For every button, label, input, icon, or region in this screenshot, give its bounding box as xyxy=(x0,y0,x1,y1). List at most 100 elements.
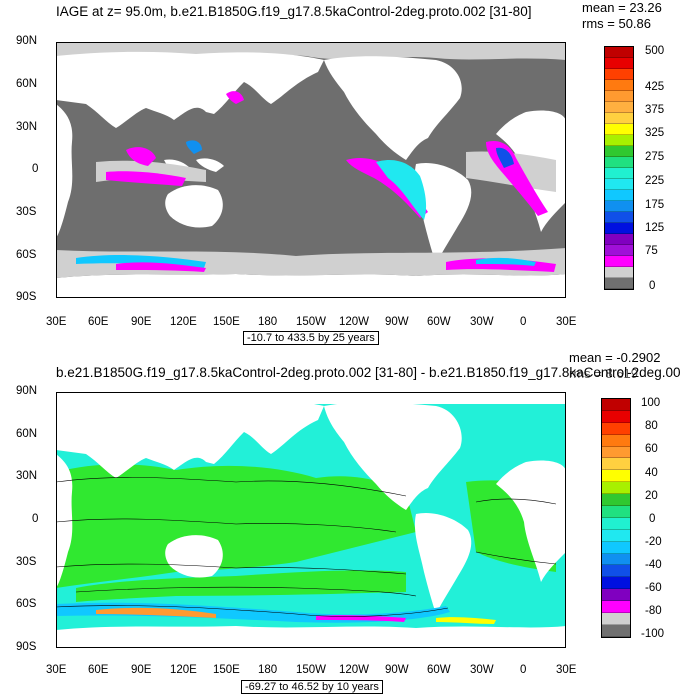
p1-lon-label: 30E xyxy=(46,316,67,328)
p1-lat-label: 60S xyxy=(16,249,37,261)
p1-lon-label: 120W xyxy=(339,316,370,328)
p2-colorbar-swatch xyxy=(602,601,630,614)
p2-lon-label: 90E xyxy=(131,664,152,676)
p2-colorbar-swatch xyxy=(602,482,630,495)
p2-lat-label: 90N xyxy=(16,385,38,397)
p1-colorbar-swatch xyxy=(605,91,633,102)
p1-colorbar-swatch xyxy=(605,223,633,234)
p2-lon-label: 150W xyxy=(296,664,327,676)
p1-colorbar-swatch xyxy=(605,146,633,157)
p1-colorbar-label: 225 xyxy=(645,175,665,187)
p2-colorbar-swatch xyxy=(602,553,630,566)
p1-colorbar-swatch xyxy=(605,267,633,278)
p1-colorbar-swatch xyxy=(605,168,633,179)
p1-colorbar-swatch xyxy=(605,278,633,289)
p1-colorbar-swatch xyxy=(605,80,633,91)
p1-colorbar-swatch xyxy=(605,234,633,245)
south-america-land xyxy=(414,162,472,264)
p1-lon-label: 60E xyxy=(88,316,109,328)
p1-lon-label: 150E xyxy=(213,316,240,328)
p2-colorbar-swatch xyxy=(602,506,630,518)
p1-lon-label: 120E xyxy=(170,316,197,328)
p2-lon-label: 30W xyxy=(470,664,494,676)
eurasia-land xyxy=(56,51,324,129)
p2-colorbar-label: 0 xyxy=(649,513,656,525)
p2-colorbar-label: 80 xyxy=(645,420,658,432)
panel1-colorbar xyxy=(604,46,634,290)
p1-lat-label: 0 xyxy=(32,163,39,175)
p1-colorbar-label: 175 xyxy=(645,199,665,211)
p1-colorbar-swatch xyxy=(605,113,633,124)
p2-colorbar-label: 60 xyxy=(645,443,658,455)
p1-colorbar-swatch xyxy=(605,179,633,190)
p2-colorbar-label: -80 xyxy=(645,605,662,617)
p2-colorbar-swatch xyxy=(602,577,630,590)
p2-lat-label: 60S xyxy=(16,598,37,610)
p2-lat-label: 60N xyxy=(16,428,38,440)
p1-lon-label: 180 xyxy=(258,316,278,328)
p2-colorbar-swatch xyxy=(602,565,630,578)
p2-lat-label: 30S xyxy=(16,556,37,568)
p1-lon-label: 30E xyxy=(556,316,577,328)
p1-colorbar-label: 125 xyxy=(645,222,665,234)
panel1-contour-range: -10.7 to 433.5 by 25 years xyxy=(243,331,379,345)
p2-colorbar-swatch xyxy=(602,422,630,435)
p1-lon-label: 150W xyxy=(296,316,327,328)
p2-colorbar-label: -20 xyxy=(645,536,662,548)
p2-colorbar-swatch xyxy=(602,494,630,507)
p1-lon-label: 0 xyxy=(520,316,527,328)
panel1-map-frame xyxy=(56,42,566,298)
p2-lon-label: 120W xyxy=(339,664,370,676)
p2-lon-label: 180 xyxy=(258,664,278,676)
p2-colorbar-swatch xyxy=(602,589,630,602)
p1-colorbar-swatch xyxy=(605,256,633,267)
p1-colorbar-label: 0 xyxy=(649,280,656,292)
panel1-title: IAGE at z= 95.0m, b.e21.B1850G.f19_g17.8… xyxy=(56,4,532,19)
p1-lon-label: 60W xyxy=(427,316,451,328)
p2-colorbar-swatch xyxy=(602,410,630,423)
p1-colorbar-swatch xyxy=(605,124,633,135)
p2-colorbar-label: 40 xyxy=(645,467,658,479)
p1-colorbar-swatch xyxy=(605,245,633,256)
p1-colorbar-swatch xyxy=(605,102,633,113)
p2-lon-label: 0 xyxy=(520,664,527,676)
p2-colorbar-swatch xyxy=(602,446,630,459)
panel2-title: b.e21.B1850G.f19_g17.8.5kaControl-2deg.p… xyxy=(56,365,681,380)
p1-colorbar-label: 425 xyxy=(645,81,665,93)
p1-colorbar-swatch xyxy=(605,58,633,69)
panel2-colorbar xyxy=(601,398,631,638)
panel1-map xyxy=(56,42,566,298)
p1-colorbar-swatch xyxy=(605,190,633,201)
p1-colorbar-swatch xyxy=(605,135,633,146)
p2-colorbar-swatch xyxy=(602,458,630,471)
p2-lat-label: 0 xyxy=(32,513,39,525)
p2-lon-label: 150E xyxy=(213,664,240,676)
panel2-mean: mean = -0.2902 xyxy=(569,350,661,365)
p1-lat-label: 30N xyxy=(16,121,38,133)
p2-lon-label: 30E xyxy=(46,664,67,676)
p2-lon-label: 60E xyxy=(88,664,109,676)
panel2-map xyxy=(56,392,566,648)
p2-colorbar-swatch xyxy=(602,529,630,542)
p2-colorbar-label: 20 xyxy=(645,490,658,502)
p2-colorbar-swatch xyxy=(602,434,630,447)
panel2-map-frame xyxy=(56,392,566,648)
p1-colorbar-swatch xyxy=(605,47,633,58)
p1-lat-label: 90S xyxy=(16,291,37,303)
p1-lat-label: 30S xyxy=(16,206,37,218)
p2-colorbar-swatch xyxy=(602,541,630,554)
p2-lon-label: 120E xyxy=(170,664,197,676)
p2-colorbar-label: -100 xyxy=(641,628,665,640)
panel1-mean: mean = 23.26 xyxy=(582,0,662,15)
p1-colorbar-swatch xyxy=(605,157,633,168)
p2-lon-label: 90W xyxy=(385,664,409,676)
p2-colorbar-swatch xyxy=(602,399,630,411)
p1-colorbar-label: 275 xyxy=(645,151,665,163)
p1-colorbar-label: 500 xyxy=(645,45,665,57)
p1-colorbar-label: 75 xyxy=(645,245,658,257)
p2-lon-label: 60W xyxy=(427,664,451,676)
p2-colorbar-label: 100 xyxy=(641,397,661,409)
panel2-contour-range: -69.27 to 46.52 by 10 years xyxy=(241,680,383,694)
australia-land xyxy=(165,185,223,228)
p2-colorbar-label: -40 xyxy=(645,559,662,571)
